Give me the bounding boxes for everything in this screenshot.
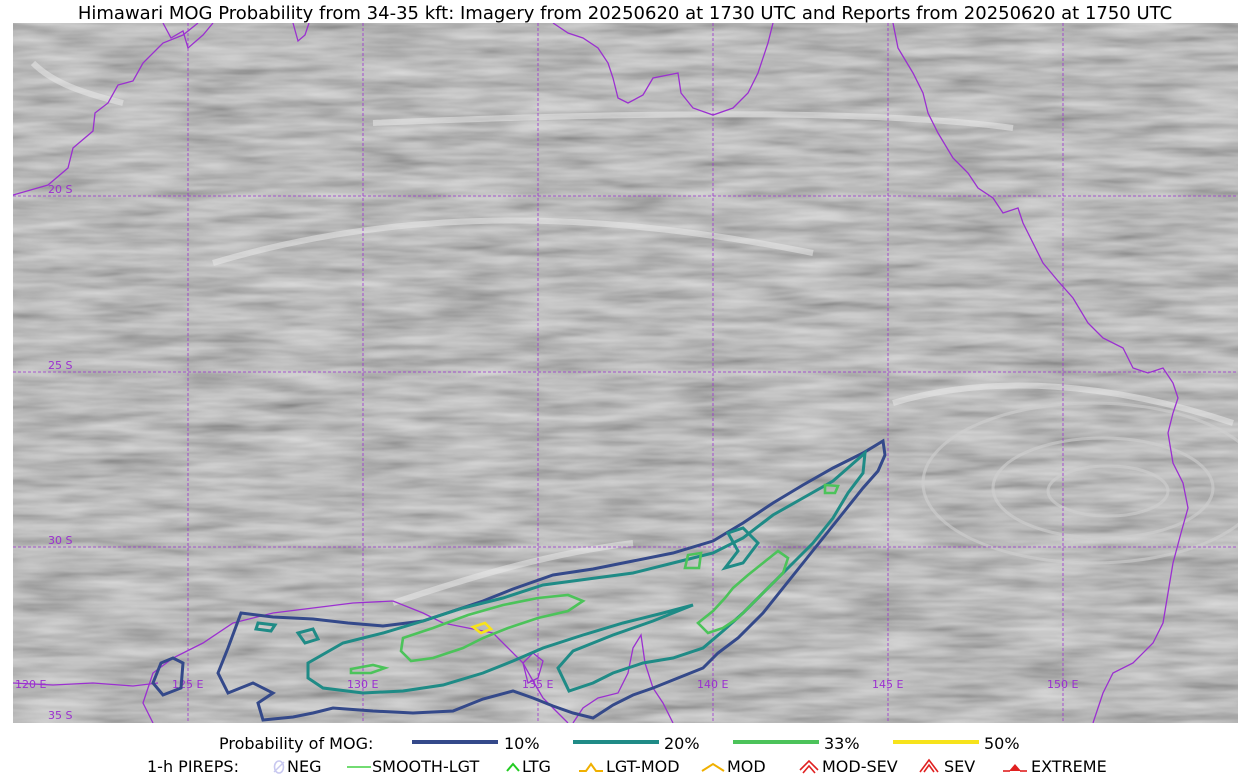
mog-contour-10 xyxy=(151,438,887,722)
pirep-label-mod: MOD xyxy=(727,757,766,776)
probability-legend-label: Probability of MOG: xyxy=(219,734,374,753)
lon-label: 120 E xyxy=(15,678,46,691)
mog-contour-50 xyxy=(470,621,494,635)
satellite-map: 20 S25 S30 S35 S 120 E 125 E 130 E 135 E 140… xyxy=(13,23,1238,723)
pireps-legend: 1-h PIREPS: NEG SMOOTH-LGT LTG LGT-MOD M… xyxy=(0,757,1250,777)
legend-label-20: 20% xyxy=(664,734,700,753)
ltg-icon xyxy=(506,762,520,772)
pirep-label-sev: SEV xyxy=(944,757,976,776)
lon-label: 150 E xyxy=(1047,678,1078,691)
lat-label: 25 S xyxy=(48,359,72,372)
legend-line-10 xyxy=(412,740,498,744)
pirep-label-ltg: LTG xyxy=(522,757,551,776)
legend-line-50 xyxy=(893,740,979,744)
cloud-texture xyxy=(13,23,1238,723)
lat-label: 30 S xyxy=(48,534,72,547)
legend-label-50: 50% xyxy=(984,734,1020,753)
lat-lon-grid xyxy=(13,23,1238,723)
legend-line-20 xyxy=(573,740,659,744)
pirep-label-smooth-lgt: SMOOTH-LGT xyxy=(372,757,480,776)
lat-label: 20 S xyxy=(48,183,72,196)
cloud-streaks xyxy=(30,60,1234,606)
smooth-lgt-icon xyxy=(347,766,371,768)
map-title: Himawari MOG Probability from 34-35 kft:… xyxy=(77,3,1173,24)
pirep-label-lgt-mod: LGT-MOD xyxy=(606,757,680,776)
lgt-mod-icon xyxy=(579,762,603,772)
lon-labels: 120 E 125 E 130 E 135 E 140 E 145 E 150 E xyxy=(15,678,1078,691)
lat-label: 35 S xyxy=(48,709,72,722)
legend-line-33 xyxy=(733,740,819,744)
pirep-label-neg: NEG xyxy=(287,757,322,776)
mod-sev-icon xyxy=(799,759,819,774)
mog-contour-20 xyxy=(254,449,867,695)
legend-label-33: 33% xyxy=(824,734,860,753)
pirep-label-mod-sev: MOD-SEV xyxy=(822,757,898,776)
extreme-icon xyxy=(1003,764,1027,772)
legend-label-10: 10% xyxy=(504,734,540,753)
coastline xyxy=(13,23,1189,723)
lon-label: 145 E xyxy=(872,678,903,691)
probability-legend: Probability of MOG: 10% 20% 33% 50% xyxy=(0,734,1250,754)
lon-label: 130 E xyxy=(347,678,378,691)
lon-label: 135 E xyxy=(522,678,553,691)
neg-icon xyxy=(273,760,285,774)
pirep-label-extreme: EXTREME xyxy=(1031,757,1107,776)
cloud-swirl xyxy=(921,401,1238,565)
lat-labels: 20 S 25 S 30 S 35 S xyxy=(48,183,72,722)
mod-icon xyxy=(701,762,725,772)
pireps-legend-label: 1-h PIREPS: xyxy=(147,757,239,776)
sev-icon xyxy=(919,758,939,773)
mog-contour-33 xyxy=(349,483,840,675)
lon-label: 140 E xyxy=(697,678,728,691)
